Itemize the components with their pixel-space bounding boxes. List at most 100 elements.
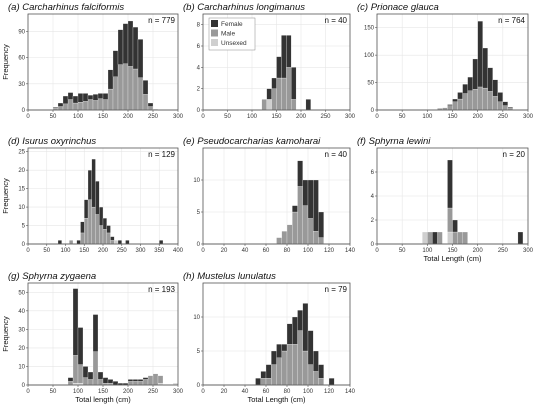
legend-label-female: Female	[221, 21, 243, 28]
panel-c: 0 50 100 150 200 250 300 0 50 100 150 (c) Prionace …	[357, 2, 534, 120]
bar-male	[82, 377, 89, 386]
y-tick-label: 40	[18, 309, 25, 315]
bar-female	[127, 379, 134, 382]
x-tick-label: 250	[117, 248, 128, 254]
sample-size-label: n = 40	[325, 150, 348, 159]
panel-title: (f) Sphyrna lewini	[357, 136, 431, 147]
bar-female	[72, 288, 79, 356]
x-tick-label: 100	[73, 389, 84, 395]
x-tick-label: 250	[148, 389, 159, 395]
bar-male	[467, 90, 473, 111]
bar-male	[106, 232, 111, 245]
bar-male	[462, 93, 468, 111]
x-tick-label: 300	[523, 114, 534, 120]
x-tick-label: 300	[345, 114, 356, 120]
panel-title: (a) Carcharhinus falciformis	[8, 2, 124, 13]
x-tick-label: 140	[345, 248, 356, 254]
bar-female	[99, 206, 104, 226]
bar-female	[107, 69, 114, 90]
x-tick-label: 120	[324, 389, 335, 395]
x-tick-label: 150	[271, 114, 282, 120]
bar-male	[142, 94, 149, 111]
bar-male	[147, 375, 154, 386]
bar-unsexed	[422, 231, 428, 245]
bar-female	[497, 92, 503, 102]
legend-swatch-male	[211, 29, 218, 37]
bar-male	[492, 96, 498, 111]
bar-female	[313, 179, 319, 232]
bar-female	[77, 327, 84, 365]
bar-male	[318, 378, 324, 386]
x-tick-label: 100	[247, 114, 258, 120]
panel-title: (e) Pseudocarcharias kamoharai	[183, 136, 321, 147]
bar-male	[286, 67, 292, 111]
bar-male	[92, 100, 99, 111]
bar-female	[507, 107, 514, 109]
bar-female	[77, 93, 84, 103]
bar-male	[281, 77, 287, 111]
x-tick-label: 100	[60, 248, 71, 254]
x-axis-label: Total Length (cm)	[424, 254, 482, 263]
bar-female	[492, 79, 498, 97]
bar-female	[92, 94, 99, 101]
x-tick-label: 300	[135, 248, 146, 254]
bar-female	[82, 93, 89, 102]
bar-unsexed	[266, 99, 272, 111]
bar-female	[291, 67, 297, 100]
bar-male	[318, 237, 324, 245]
bar-male	[281, 350, 288, 386]
x-tick-label: 80	[284, 248, 291, 254]
bar-female	[281, 344, 288, 352]
bar-male	[97, 379, 104, 386]
bar-female	[467, 76, 473, 91]
bar-male	[157, 375, 164, 384]
bar-male	[147, 106, 154, 111]
bar-female	[452, 98, 458, 102]
bar-female	[125, 240, 130, 245]
x-tick-label: 60	[263, 389, 270, 395]
y-tick-label: 6	[197, 44, 201, 50]
panel-title: (g) Sphyrna zygaena	[8, 271, 96, 282]
bar-female	[57, 240, 62, 245]
x-tick-label: 250	[498, 114, 509, 120]
bar-female	[447, 159, 453, 209]
x-tick-label: 250	[498, 248, 509, 254]
bar-male	[152, 373, 159, 386]
bar-female	[112, 50, 119, 77]
bar-female	[52, 107, 59, 109]
bar-female	[328, 378, 335, 386]
bar-male	[122, 63, 129, 111]
x-tick-label: 0	[26, 389, 30, 395]
bar-male	[276, 237, 282, 245]
y-tick-label: 50	[18, 290, 25, 296]
bar-male	[132, 381, 139, 386]
bar-female	[517, 231, 524, 245]
bar-male	[271, 364, 277, 386]
bar-female	[84, 199, 89, 219]
y-tick-label: 2	[371, 218, 375, 224]
y-tick-label: 0	[371, 242, 375, 248]
bar-female	[292, 316, 298, 345]
x-tick-label: 200	[98, 248, 109, 254]
x-tick-label: 350	[154, 248, 165, 254]
bar-male	[452, 231, 458, 245]
bar-female	[292, 205, 298, 213]
bar-male	[137, 77, 144, 111]
bar-female	[92, 314, 99, 352]
bar-female	[482, 47, 488, 89]
bar-male	[82, 101, 89, 111]
bar-female	[106, 225, 111, 234]
bar-male	[437, 231, 443, 245]
legend-label-male: Male	[221, 31, 235, 38]
bar-female	[132, 379, 139, 382]
bar-female	[313, 350, 319, 372]
x-tick-label: 150	[98, 389, 109, 395]
panel-title: (d) Isurus oxyrinchus	[8, 136, 96, 147]
x-tick-label: 50	[50, 389, 57, 395]
y-tick-label: 6	[371, 170, 375, 176]
bar-female	[67, 377, 74, 382]
bar-female	[318, 211, 324, 238]
x-tick-label: 250	[148, 114, 159, 120]
x-tick-label: 100	[303, 248, 314, 254]
legend: Female Male Unsexed	[208, 17, 256, 51]
